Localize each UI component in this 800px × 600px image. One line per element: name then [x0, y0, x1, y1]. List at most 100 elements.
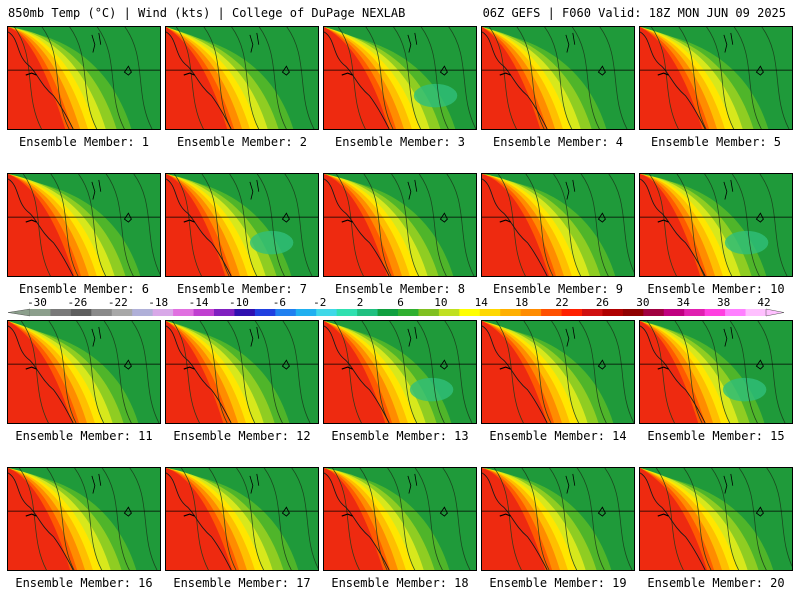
- colorbar-tick-label: 42: [757, 296, 770, 309]
- colorbar-segment: [152, 309, 174, 316]
- colorbar-min-arrow: [7, 308, 31, 317]
- colorbar-segment: [377, 309, 399, 316]
- colorbar-segment: [30, 309, 51, 316]
- colorbar-segment: [459, 309, 481, 316]
- colorbar-segment: [663, 309, 685, 316]
- colorbar-max-arrow: [765, 308, 785, 317]
- ensemble-member-label: Ensemble Member: 18: [331, 576, 469, 590]
- temperature-map: [166, 174, 318, 276]
- colorbar-tick-label: -18: [148, 296, 168, 309]
- colorbar-segment: [643, 309, 665, 316]
- ensemble-member-label: Ensemble Member: 8: [334, 282, 466, 296]
- colorbar-tick-label: 30: [636, 296, 649, 309]
- colorbar-segment: [438, 309, 460, 316]
- colorbar-segment: [91, 309, 113, 316]
- colorbar-segment: [295, 309, 317, 316]
- temperature-map: [640, 174, 792, 276]
- ensemble-member-label: Ensemble Member: 16: [15, 576, 153, 590]
- colorbar-segment: [479, 309, 501, 316]
- ensemble-map-panel: [7, 467, 161, 571]
- colorbar-segment: [582, 309, 603, 316]
- run-valid-time: 06Z GEFS | F060 Valid: 18Z MON JUN 09 20…: [482, 6, 786, 20]
- colorbar-tick-label: 22: [555, 296, 568, 309]
- ensemble-map-panel: [7, 320, 161, 424]
- ensemble-map-panel: [481, 467, 635, 571]
- ensemble-map-panel: [165, 320, 319, 424]
- colorbar-segment: [745, 309, 767, 316]
- temperature-map: [640, 468, 792, 570]
- ensemble-map-panel: [481, 26, 635, 130]
- colorbar-segment: [704, 309, 726, 316]
- colorbar-tick-label: -14: [189, 296, 209, 309]
- colorbar-segment: [418, 309, 440, 316]
- colorbar-segment: [193, 309, 215, 316]
- ensemble-map-panel: [481, 320, 635, 424]
- colorbar-segment: [214, 309, 235, 316]
- ensemble-member-label: Ensemble Member: 7: [176, 282, 308, 296]
- colorbar-segment: [602, 309, 624, 316]
- temperature-map: [8, 174, 160, 276]
- ensemble-member-label: Ensemble Member: 19: [489, 576, 627, 590]
- ensemble-member-label: Ensemble Member: 10: [647, 282, 785, 296]
- ensemble-member-label: Ensemble Member: 2: [176, 135, 308, 149]
- colorbar-tick-label: -10: [229, 296, 249, 309]
- ensemble-map-panel: [639, 320, 793, 424]
- colorbar-segment: [70, 309, 92, 316]
- ensemble-map-panel: [165, 26, 319, 130]
- colorbar-tick-label: 26: [596, 296, 609, 309]
- temperature-map: [8, 468, 160, 570]
- colorbar-tick-label: 6: [397, 296, 404, 309]
- colorbar-segment: [316, 309, 338, 316]
- temperature-map: [324, 321, 476, 423]
- temperature-map: [166, 27, 318, 129]
- ensemble-member-label: Ensemble Member: 17: [173, 576, 311, 590]
- ensemble-member-label: Ensemble Member: 1: [18, 135, 150, 149]
- ensemble-member-label: Ensemble Member: 13: [331, 429, 469, 443]
- ensemble-member-label: Ensemble Member: 14: [489, 429, 627, 443]
- colorbar-tick-label: 34: [677, 296, 691, 309]
- ensemble-map-panel: [639, 467, 793, 571]
- colorbar-segment: [561, 309, 583, 316]
- colorbar-segment: [398, 309, 419, 316]
- ensemble-member-label: Ensemble Member: 3: [334, 135, 466, 149]
- temperature-map: [8, 27, 160, 129]
- colorbar-tick-label: -26: [67, 296, 87, 309]
- colorbar-segment: [500, 309, 522, 316]
- ensemble-map-panel: [323, 320, 477, 424]
- temperature-map: [640, 27, 792, 129]
- colorbar-tick-label: 2: [357, 296, 364, 309]
- colorbar-tick-label: 10: [434, 296, 447, 309]
- colorbar-tick-label: -22: [108, 296, 128, 309]
- colorbar-segment: [234, 309, 256, 316]
- temperature-map: [166, 321, 318, 423]
- temperature-map: [166, 468, 318, 570]
- temperature-colorbar: -30 -26 -22 -18 -14 -10 -6 -2 2 6 10 14 18 22 26 30 34 38…: [0, 296, 800, 320]
- temperature-map: [482, 468, 634, 570]
- ensemble-member-label: Ensemble Member: 15: [647, 429, 785, 443]
- temperature-map: [324, 468, 476, 570]
- colorbar-segment: [520, 309, 542, 316]
- map-title: 850mb Temp (°C) | Wind (kts) | College o…: [8, 6, 406, 20]
- colorbar-segment: [50, 309, 72, 316]
- colorbar-segment: [684, 309, 706, 316]
- colorbar-tick-label: 38: [717, 296, 730, 309]
- ensemble-map-panel: [165, 173, 319, 277]
- colorbar-segment: [254, 309, 276, 316]
- colorbar-segment: [357, 309, 378, 316]
- temperature-map: [482, 27, 634, 129]
- temperature-map: [482, 321, 634, 423]
- colorbar-graphic: -30 -26 -22 -18 -14 -10 -6 -2 2 6 10 14 18 22 26 30 34 38…: [7, 296, 785, 317]
- ensemble-member-label: Ensemble Member: 11: [15, 429, 153, 443]
- colorbar-segment: [725, 309, 746, 316]
- colorbar-tick-label: -6: [273, 296, 286, 309]
- temperature-map: [640, 321, 792, 423]
- colorbar-segment: [173, 309, 194, 316]
- temperature-map: [8, 321, 160, 423]
- ensemble-map-panel: [7, 173, 161, 277]
- temperature-map: [324, 174, 476, 276]
- ensemble-member-label: Ensemble Member: 6: [18, 282, 150, 296]
- temperature-map: [482, 174, 634, 276]
- ensemble-member-label: Ensemble Member: 5: [650, 135, 782, 149]
- ensemble-map-panel: [639, 26, 793, 130]
- ensemble-map-panel: [165, 467, 319, 571]
